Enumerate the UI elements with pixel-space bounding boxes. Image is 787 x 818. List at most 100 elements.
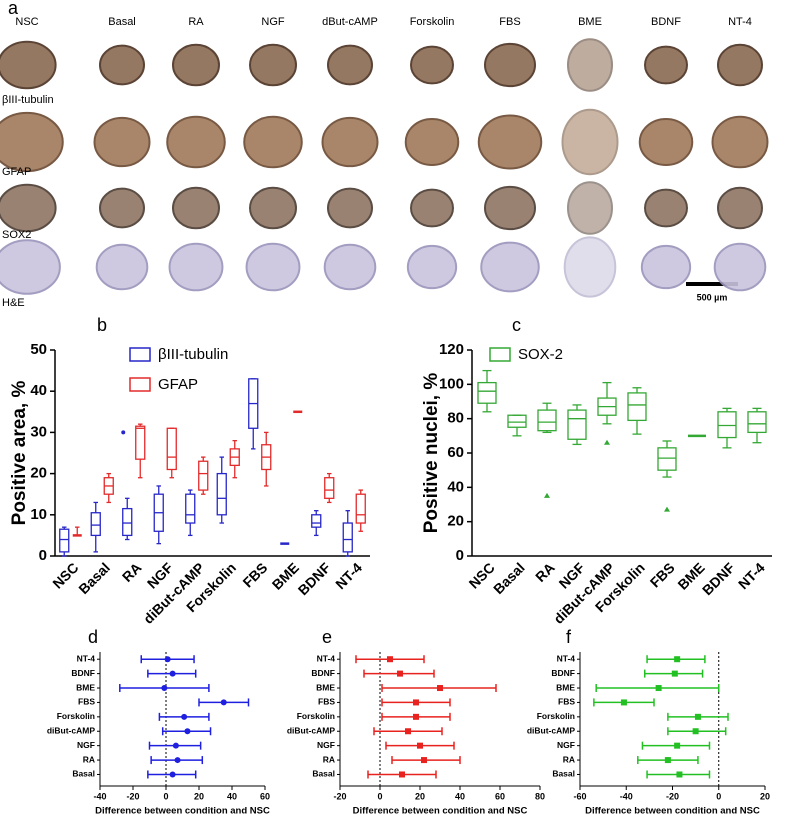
y-tick-label: 50	[30, 341, 47, 358]
micrograph	[638, 118, 694, 166]
box	[747, 411, 767, 434]
box	[477, 381, 497, 404]
x-tick-label: FBS	[647, 559, 678, 590]
outlier	[544, 492, 550, 498]
x-tick-label: 60	[495, 791, 505, 801]
micrograph	[99, 187, 145, 229]
legend-label: GFAP	[158, 376, 198, 393]
x-tick-label: 20	[415, 791, 425, 801]
row-label: βIII-tubulin	[2, 94, 54, 106]
micrograph	[561, 108, 619, 176]
x-tick-label: -60	[573, 791, 586, 801]
y-tick-label: FBS	[558, 697, 575, 707]
x-tick-label: 0	[163, 791, 168, 801]
y-tick-label: BME	[76, 682, 95, 692]
micrograph	[644, 45, 688, 85]
micrograph	[480, 241, 540, 293]
x-tick-label: RA	[532, 559, 558, 585]
x-tick-label: -20	[666, 791, 679, 801]
point	[399, 771, 405, 778]
micrograph	[168, 242, 224, 292]
x-axis-label: Difference between condition and NSC	[353, 806, 528, 817]
box	[198, 460, 209, 491]
legend-label: SOX-2	[518, 346, 563, 363]
panel-label: b	[97, 315, 107, 335]
x-tick-label: -20	[126, 791, 139, 801]
x-tick-label: -20	[333, 791, 346, 801]
micrograph	[567, 181, 613, 235]
micrograph	[327, 187, 373, 229]
y-tick-label: NGF	[317, 740, 335, 750]
panel-label: a	[8, 0, 19, 18]
micrograph	[711, 115, 769, 169]
point	[671, 670, 678, 677]
micrograph	[713, 242, 767, 292]
box	[90, 512, 101, 537]
point	[676, 771, 683, 778]
box	[342, 522, 353, 553]
legend-swatch	[129, 347, 151, 362]
x-tick-label: 40	[227, 791, 237, 801]
y-tick-label: 60	[447, 444, 464, 461]
legend-swatch	[129, 377, 151, 392]
outlier	[121, 430, 126, 435]
point	[161, 685, 168, 692]
row-label: SOX2	[2, 229, 31, 241]
y-tick-label: 20	[447, 513, 464, 530]
legend-swatch	[489, 347, 511, 362]
micrograph	[245, 242, 301, 292]
micrograph	[321, 116, 379, 168]
point	[397, 670, 403, 677]
x-tick-label: 80	[535, 791, 545, 801]
micrograph	[166, 115, 226, 169]
y-tick-label: NT-4	[317, 653, 336, 663]
point	[417, 742, 423, 749]
point	[181, 713, 188, 720]
column-label: Basal	[108, 16, 136, 28]
column-label: NT-4	[728, 16, 752, 28]
point	[692, 728, 699, 735]
box	[355, 493, 366, 524]
point	[164, 656, 171, 663]
y-tick-label: 100	[439, 375, 464, 392]
micrograph	[249, 43, 297, 87]
box	[717, 411, 737, 439]
micrograph	[644, 188, 688, 228]
micrograph	[0, 40, 57, 90]
x-tick-label: 0	[716, 791, 721, 801]
y-axis-label: Positive area, %	[9, 381, 30, 526]
y-tick-label: RA	[323, 754, 335, 764]
micrograph	[640, 244, 692, 290]
x-tick-label: Basal	[490, 559, 528, 597]
point	[664, 757, 671, 764]
micrograph	[172, 43, 220, 87]
y-tick-label: Basal	[552, 769, 575, 779]
micrograph	[717, 186, 763, 230]
y-tick-label: Forskolin	[297, 711, 335, 721]
y-tick-label: BDNF	[551, 668, 575, 678]
box	[567, 409, 587, 440]
box	[324, 477, 335, 499]
y-tick-label: 40	[30, 382, 47, 399]
x-tick-label: RA	[119, 559, 145, 585]
micrograph	[323, 243, 377, 291]
y-tick-label: BDNF	[311, 668, 335, 678]
micrograph	[484, 42, 536, 88]
x-tick-label: FBS	[239, 559, 270, 590]
y-tick-label: 30	[30, 423, 47, 440]
x-tick-label: 40	[455, 791, 465, 801]
box	[59, 528, 70, 553]
y-tick-label: BME	[556, 682, 575, 692]
column-label: FBS	[499, 16, 520, 28]
micrograph	[717, 43, 763, 87]
micrograph	[249, 186, 297, 230]
box	[537, 409, 557, 432]
point	[220, 699, 227, 706]
box	[216, 472, 227, 516]
y-tick-label: diBut-cAMP	[527, 725, 575, 735]
outlier	[604, 439, 610, 445]
box	[311, 514, 322, 528]
outlier	[664, 506, 670, 512]
point	[694, 713, 701, 720]
